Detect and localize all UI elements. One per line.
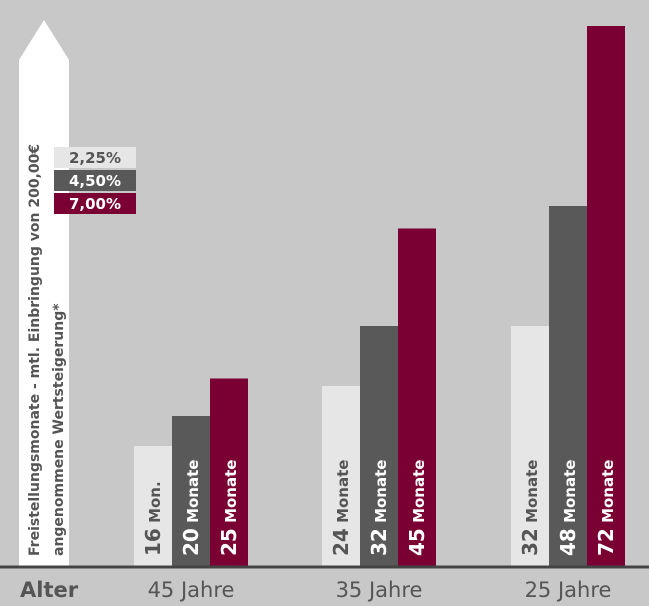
legend-label: 4,50% xyxy=(69,172,121,190)
x-axis-ticks: 45 Jahre 35 Jahre 25 Jahre xyxy=(148,578,612,602)
legend: 2,25% 4,50% 7,00% xyxy=(54,147,136,214)
data-label: 16 Mon. xyxy=(141,481,165,556)
bar xyxy=(360,326,398,566)
data-label: 48 Monate xyxy=(556,460,580,556)
legend-label: 7,00% xyxy=(69,195,121,213)
legend-swatch xyxy=(54,170,136,191)
bars xyxy=(134,26,625,566)
y-axis-title: Freistellungsmonate - mtl. Einbringung v… xyxy=(27,144,43,556)
data-label: 32 Monate xyxy=(518,460,542,556)
x-tick-label: 35 Jahre xyxy=(336,578,423,602)
bar xyxy=(398,228,436,566)
bar xyxy=(134,446,172,566)
bar xyxy=(322,386,360,566)
data-label: 32 Monate xyxy=(367,460,391,556)
data-label: 24 Monate xyxy=(329,460,353,556)
bar xyxy=(172,416,210,566)
data-label: 20 Monate xyxy=(179,460,203,556)
x-tick-label: 25 Jahre xyxy=(525,578,612,602)
data-labels: 16 Mon. 24 Monate 32 Monate 20 Monate 32 Mon… xyxy=(141,460,618,556)
legend-swatch xyxy=(54,193,136,214)
bar xyxy=(511,326,549,566)
data-label: 72 Monate xyxy=(594,460,618,556)
bar xyxy=(549,206,587,566)
x-tick-label: 45 Jahre xyxy=(148,578,235,602)
y-axis-title-line2: angenommene Wertsteigerung* xyxy=(51,303,67,556)
data-label: 25 Monate xyxy=(217,460,241,556)
legend-label: 2,25% xyxy=(69,149,121,167)
legend-swatch xyxy=(54,147,136,168)
bar xyxy=(210,378,248,566)
data-label: 45 Monate xyxy=(405,460,429,556)
x-axis-title: Alter xyxy=(20,578,79,602)
bar xyxy=(587,26,625,566)
